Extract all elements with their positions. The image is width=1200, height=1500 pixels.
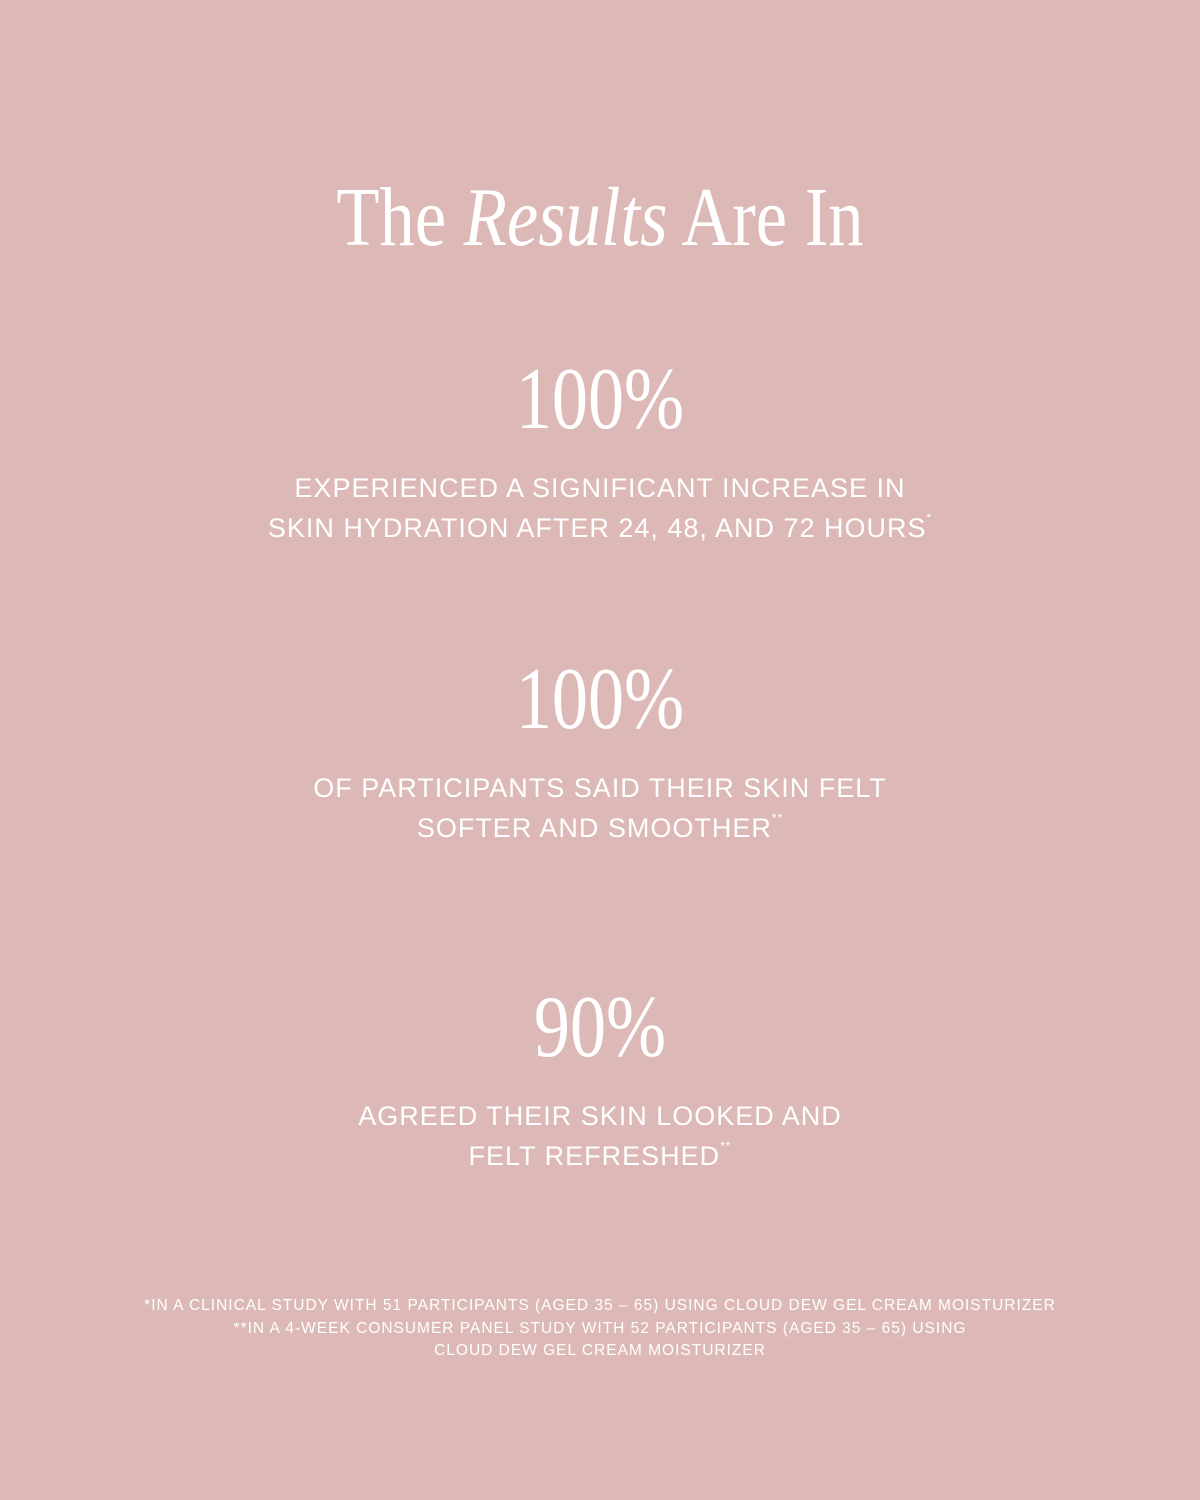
footnote-mark: ** xyxy=(771,811,784,825)
stat-value-softer: 100% xyxy=(515,651,685,748)
description-line: OF PARTICIPANTS SAID THEIR SKIN FELT xyxy=(313,773,887,803)
stat-description-softer: OF PARTICIPANTS SAID THEIR SKIN FELT SOF… xyxy=(0,768,1200,848)
description-line: SKIN HYDRATION AFTER 24, 48, AND 72 HOUR… xyxy=(0,508,1200,548)
stat-value-hydration: 100% xyxy=(515,351,685,448)
footnote: *IN A CLINICAL STUDY WITH 51 PARTICIPANT… xyxy=(144,1297,1056,1314)
footnotes: *IN A CLINICAL STUDY WITH 51 PARTICIPANT… xyxy=(0,1295,1200,1363)
description-line: EXPERIENCED A SIGNIFICANT INCREASE IN xyxy=(294,473,906,503)
description-line: AGREED THEIR SKIN LOOKED AND xyxy=(358,1101,842,1131)
footnote: CLOUD DEW GEL CREAM MOISTURIZER xyxy=(434,1342,766,1359)
description-line: FELT REFRESHED** xyxy=(0,1136,1200,1176)
line-text: SOFTER AND SMOOTHER xyxy=(416,813,772,843)
description-line: SOFTER AND SMOOTHER** xyxy=(0,808,1200,848)
page-title: The Results Are In xyxy=(96,168,1104,268)
footnote-mark: ** xyxy=(720,1139,732,1153)
title-text: Are In xyxy=(667,171,864,264)
line-text: FELT REFRESHED xyxy=(468,1141,721,1171)
footnote-mark: * xyxy=(926,511,933,525)
line-text: SKIN HYDRATION AFTER 24, 48, AND 72 HOUR… xyxy=(267,513,927,543)
footnote: **IN A 4-WEEK CONSUMER PANEL STUDY WITH … xyxy=(233,1319,967,1337)
title-text: The xyxy=(336,171,464,264)
stat-description-refreshed: AGREED THEIR SKIN LOOKED AND FELT REFRES… xyxy=(0,1096,1200,1176)
stat-description-hydration: EXPERIENCED A SIGNIFICANT INCREASE IN SK… xyxy=(0,468,1200,548)
title-italic: Results xyxy=(463,171,668,264)
stat-value-refreshed: 90% xyxy=(533,979,667,1076)
